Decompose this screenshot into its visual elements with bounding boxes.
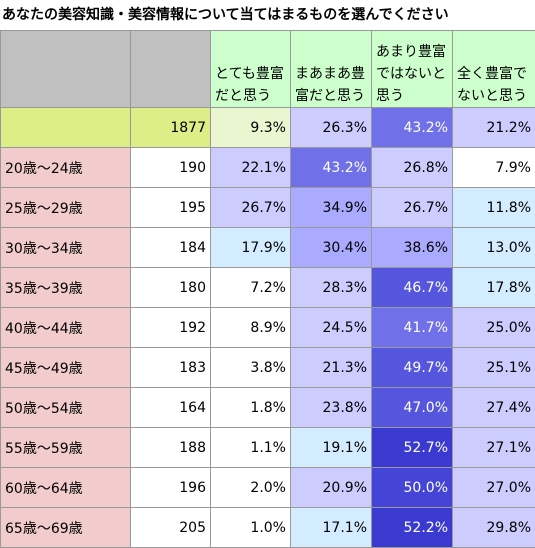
table-cell: 55歳～59歳 [0, 427, 131, 468]
table-row: 55歳～59歳 188 1.1% 19.1% 52.7% 27.1% [0, 427, 535, 468]
table-cell: 40歳～44歳 [0, 307, 131, 348]
table-cell: 46.7% [371, 267, 453, 308]
table-cell: 180 [130, 267, 211, 308]
table-cell: 184 [130, 227, 211, 268]
table-cell: 26.7% [210, 187, 291, 228]
table-cell: 30.4% [290, 227, 372, 268]
table-cell: 52.2% [371, 507, 453, 548]
table-cell: 23.8% [290, 387, 372, 428]
table-cell: 26.8% [371, 147, 453, 188]
table-row: 25歳～29歳 195 26.7% 34.9% 26.7% 11.8% [0, 187, 535, 228]
title: あなたの美容知識・美容情報について当てはまるものを選んでください [2, 7, 449, 23]
table-cell: 13.0% [452, 227, 535, 268]
table-cell: 50.0% [371, 467, 453, 508]
table-cell: 1.1% [210, 427, 291, 468]
table-row: 40歳～44歳 192 8.9% 24.5% 41.7% 25.0% [0, 307, 535, 348]
table-cell: 3.8% [210, 347, 291, 388]
table-cell: 35歳～39歳 [0, 267, 131, 308]
table-cell: 27.4% [452, 387, 535, 428]
table-cell: 1877 [130, 107, 211, 148]
table-cell: 50歳～54歳 [0, 387, 131, 428]
table-row: 45歳～49歳 183 3.8% 21.3% 49.7% 25.1% [0, 347, 535, 388]
table-cell: 188 [130, 427, 211, 468]
table-cell: 21.3% [290, 347, 372, 388]
table-cell: 41.7% [371, 307, 453, 348]
table-cell: 17.8% [452, 267, 535, 308]
table-row: 20歳～24歳 190 22.1% 43.2% 26.8% 7.9% [0, 147, 535, 188]
table-cell: 9.3% [210, 107, 291, 148]
table-cell: 30歳～34歳 [0, 227, 131, 268]
table-cell: 7.2% [210, 267, 291, 308]
table-cell: 190 [130, 147, 211, 188]
table-cell: 1.0% [210, 507, 291, 548]
table-cell: 全く豊富でないと思う [452, 30, 535, 108]
table-cell: 60歳～64歳 [0, 467, 131, 508]
table-cell: 43.2% [290, 147, 372, 188]
table-cell: 22.1% [210, 147, 291, 188]
header-row: とても豊富だと思う まあまあ豊富だと思う あまり豊富ではないと思う 全く豊富でないと思… [0, 30, 535, 108]
table-row: 30歳～34歳 184 17.9% 30.4% 38.6% 13.0% [0, 227, 535, 268]
table-cell: 47.0% [371, 387, 453, 428]
table-cell: あまり豊富ではないと思う [371, 30, 453, 108]
table-cell: 25歳～29歳 [0, 187, 131, 228]
table-cell: 25.0% [452, 307, 535, 348]
table-cell: 19.1% [290, 427, 372, 468]
table-cell [130, 30, 211, 108]
table-cell: 11.8% [452, 187, 535, 228]
table-cell: 29.8% [452, 507, 535, 548]
table-cell: 65歳～69歳 [0, 507, 131, 548]
table-cell: 24.5% [290, 307, 372, 348]
table-cell: 21.2% [452, 107, 535, 148]
table-cell: 164 [130, 387, 211, 428]
table-cell: 25.1% [452, 347, 535, 388]
table-cell: 38.6% [371, 227, 453, 268]
table-cell: 195 [130, 187, 211, 228]
table-row: 65歳～69歳 205 1.0% 17.1% 52.2% 29.8% [0, 507, 535, 548]
table-cell: 2.0% [210, 467, 291, 508]
table-cell: 1.8% [210, 387, 291, 428]
table-cell: 7.9% [452, 147, 535, 188]
table-cell: 45歳～49歳 [0, 347, 131, 388]
table-cell: 28.3% [290, 267, 372, 308]
table-cell: 27.1% [452, 427, 535, 468]
table-cell: 192 [130, 307, 211, 348]
table-cell: 43.2% [371, 107, 453, 148]
table-cell [0, 107, 131, 148]
table-row: 1877 9.3% 26.3% 43.2% 21.2% [0, 107, 535, 148]
table-cell: 17.9% [210, 227, 291, 268]
table-cell: 20歳～24歳 [0, 147, 131, 188]
table-cell: 34.9% [290, 187, 372, 228]
table-cell: 196 [130, 467, 211, 508]
table-cell: 20.9% [290, 467, 372, 508]
table-cell: 183 [130, 347, 211, 388]
table-cell [0, 30, 131, 108]
table-row: 35歳～39歳 180 7.2% 28.3% 46.7% 17.8% [0, 267, 535, 308]
table-cell: 49.7% [371, 347, 453, 388]
table-row: 50歳～54歳 164 1.8% 23.8% 47.0% 27.4% [0, 387, 535, 428]
table-row: 60歳～64歳 196 2.0% 20.9% 50.0% 27.0% [0, 467, 535, 508]
table-cell: 17.1% [290, 507, 372, 548]
table-cell: まあまあ豊富だと思う [290, 30, 372, 108]
table-cell: 205 [130, 507, 211, 548]
table-cell: 52.7% [371, 427, 453, 468]
table-cell: 27.0% [452, 467, 535, 508]
table-cell: 26.3% [290, 107, 372, 148]
table-cell: とても豊富だと思う [210, 30, 291, 108]
table-cell: 26.7% [371, 187, 453, 228]
table: とても豊富だと思う まあまあ豊富だと思う あまり豊富ではないと思う 全く豊富でないと思… [0, 30, 535, 548]
table-cell: 8.9% [210, 307, 291, 348]
